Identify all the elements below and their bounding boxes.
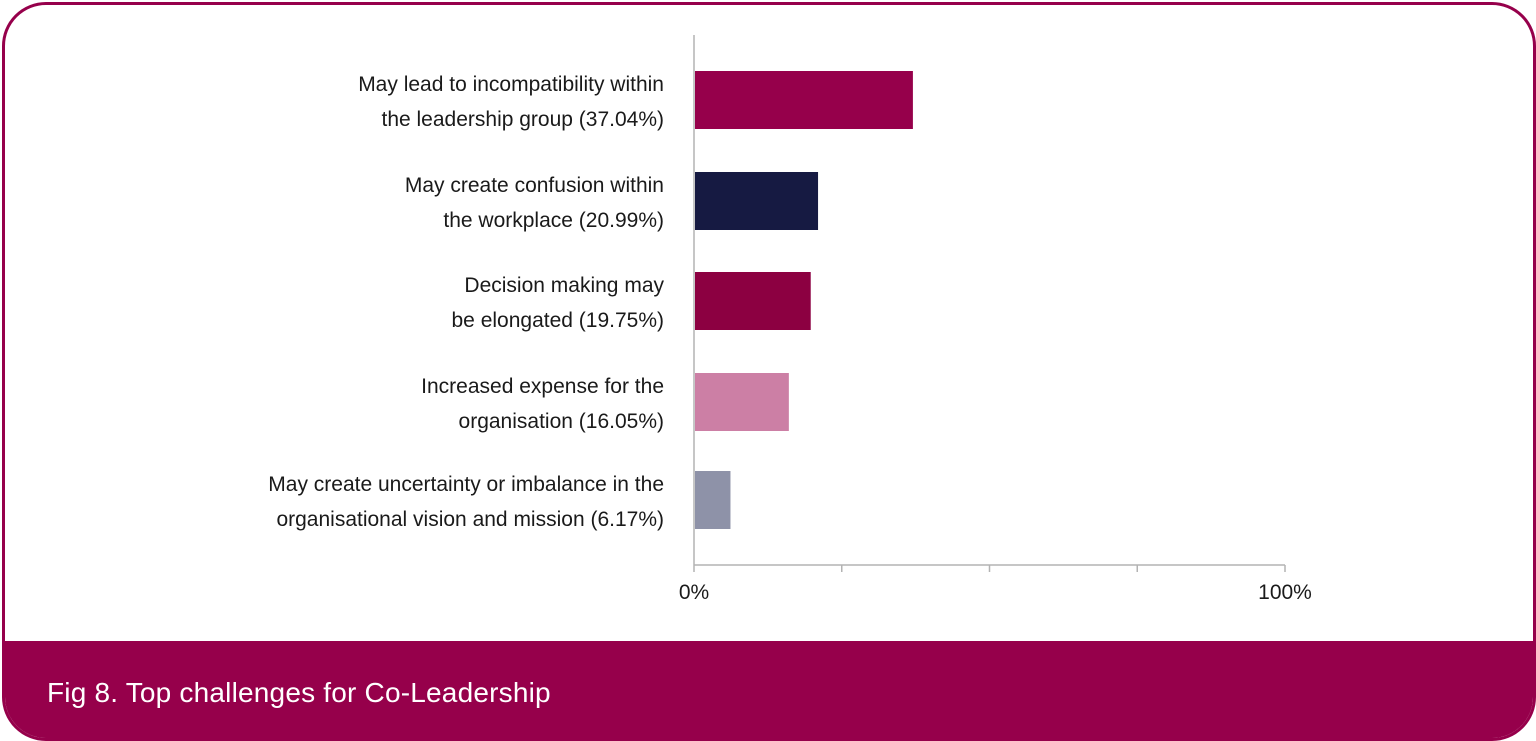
category-label: the workplace (20.99%) (443, 209, 664, 232)
category-label: the leadership group (37.04%) (381, 108, 664, 131)
category-label: May lead to incompatibility within (358, 73, 664, 96)
category-label: May create confusion within (405, 174, 664, 197)
category-label: Decision making may (464, 274, 664, 297)
bar (695, 71, 913, 129)
bar-chart: 0% 100% May lead to incompatibility within… (268, 35, 1312, 604)
category-label: be elongated (19.75%) (452, 309, 665, 332)
bar (695, 471, 731, 529)
bar (695, 272, 811, 330)
bar (695, 373, 789, 431)
caption-bar: Fig 8. Top challenges for Co-Leadership (5, 641, 1533, 738)
category-label: Increased expense for the (421, 375, 664, 398)
bar (695, 172, 819, 230)
category-label: organisation (16.05%) (459, 410, 664, 433)
figure-caption: Fig 8. Top challenges for Co-Leadership (47, 677, 551, 708)
x-tick-label: 0% (679, 581, 709, 604)
category-label: organisational vision and mission (6.17%… (276, 508, 664, 531)
category-label: May create uncertainty or imbalance in t… (268, 473, 664, 496)
x-tick-label: 100% (1258, 581, 1312, 604)
